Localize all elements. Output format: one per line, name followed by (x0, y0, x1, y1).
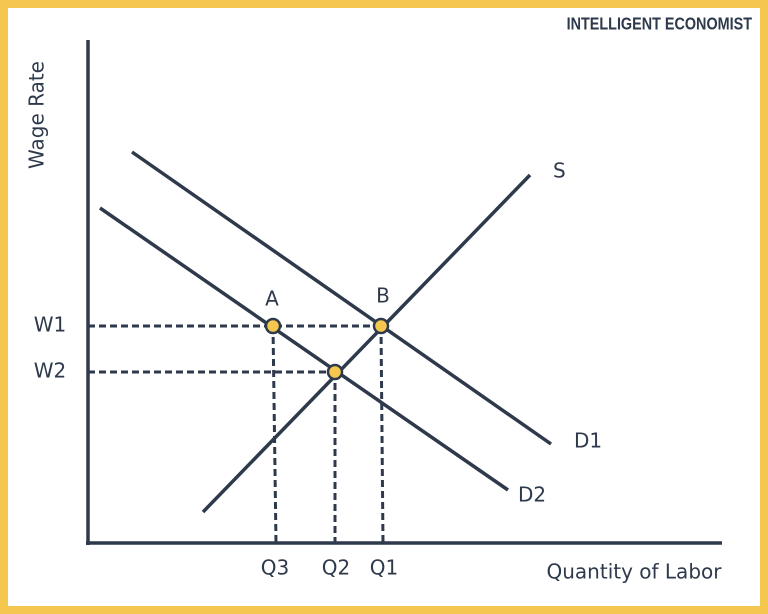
wage-label: W1 (34, 313, 67, 337)
brand: INTELLIGENT ECONOMIST (567, 14, 752, 34)
quantity-label: Q2 (322, 556, 350, 580)
wage-label: W2 (34, 359, 67, 383)
point-equilibrium (326, 363, 344, 381)
supply-curve (201, 173, 532, 514)
point-label: B (376, 284, 390, 308)
point-a (264, 317, 282, 335)
point-label: A (265, 287, 279, 311)
curve-label: S (553, 159, 566, 183)
y-axis-label: Wage Rate (25, 61, 49, 169)
point-b (372, 317, 390, 335)
curve-label: D2 (518, 483, 546, 507)
curve-label: D1 (574, 429, 602, 453)
quantity-label: Q3 (261, 556, 289, 580)
q3-guide (271, 325, 278, 544)
demand-curve-2 (99, 206, 509, 492)
q1-guide (379, 325, 385, 544)
x-axis-label: Quantity of Labor (547, 560, 723, 584)
demand-curve-1 (130, 150, 553, 446)
quantity-label: Q1 (370, 556, 398, 580)
